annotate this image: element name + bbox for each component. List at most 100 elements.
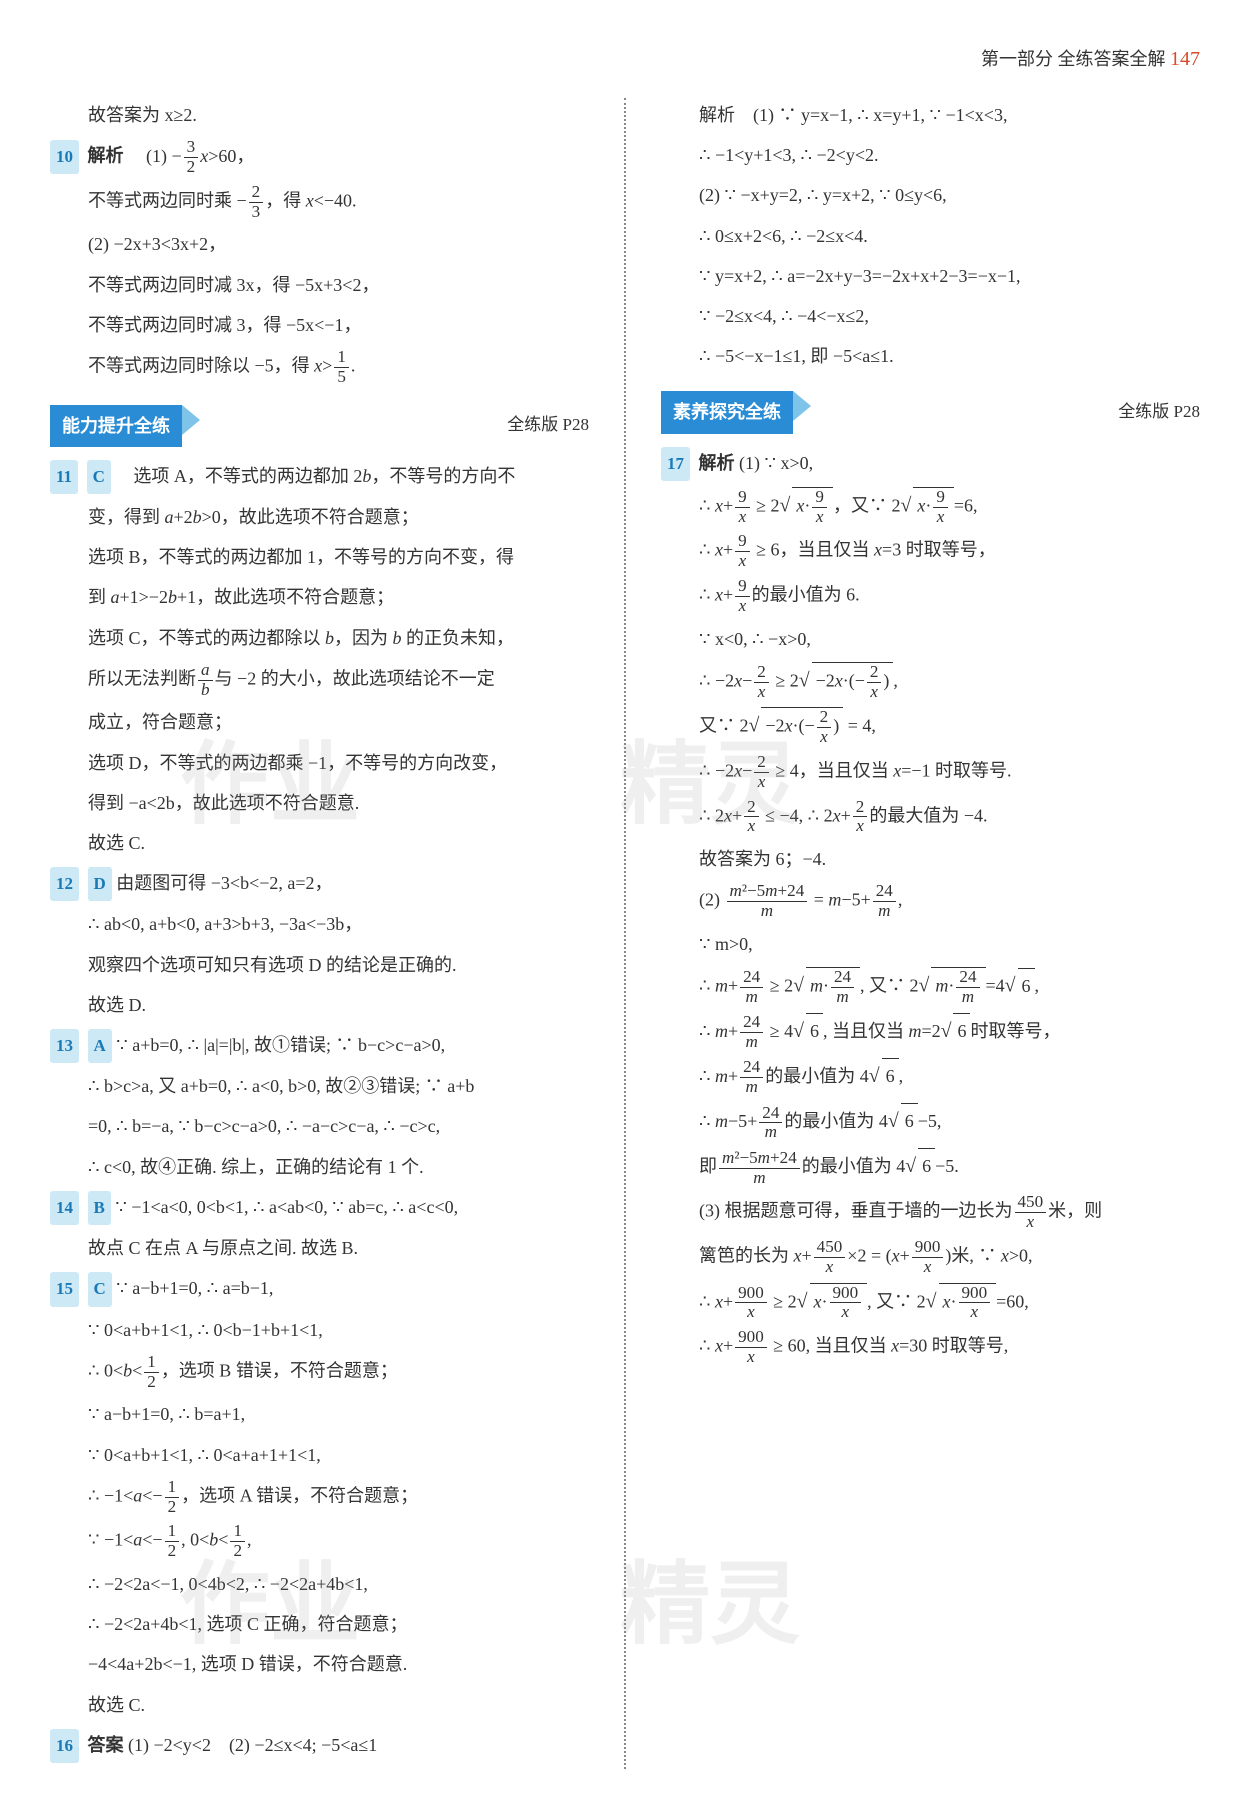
text-line: ∴ m+24m的最小值为 4√6, bbox=[661, 1058, 1200, 1097]
text-line: 解析 (1) ∵ y=x−1, ∴ x=y+1, ∵ −1<x<3, bbox=[661, 98, 1200, 132]
q10-head: 10 解析 (1) −32x>60， bbox=[50, 138, 589, 177]
text-line: 选项 C，不等式的两边都除以 b，因为 b 的正负未知， bbox=[50, 621, 589, 655]
question-number: 16 bbox=[50, 1729, 79, 1763]
question-number: 11 bbox=[50, 460, 78, 494]
q12-head: 12 D 由题图可得 −3<b<−2, a=2， bbox=[50, 866, 589, 901]
label-analysis: 解析 bbox=[88, 146, 124, 166]
text-line: 到 a+1>−2b+1，故此选项不符合题意； bbox=[50, 580, 589, 614]
text-line: ∴ x+9x ≥ 2√x·9x，又∵ 2√x·9x=6, bbox=[661, 487, 1200, 527]
text-line: (3) 根据题意可得，垂直于墙的一边长为450x米，则 bbox=[661, 1193, 1200, 1232]
text-line: ∵ x<0, ∴ −x>0, bbox=[661, 622, 1200, 656]
right-column: 解析 (1) ∵ y=x−1, ∴ x=y+1, ∵ −1<x<3, ∴ −1<… bbox=[661, 98, 1200, 1769]
text-line: 不等式两边同时除以 −5，得 x>15. bbox=[50, 348, 589, 387]
text-line: ∴ −2x−2x ≥ 2√−2x·(−2x), bbox=[661, 662, 1200, 702]
text-line: (1) −32x>60， bbox=[128, 146, 254, 166]
text-line: ∴ x+900x ≥ 2√x·900x, 又∵ 2√x·900x=60, bbox=[661, 1283, 1200, 1323]
text-line: (2) −2x+3<3x+2， bbox=[50, 227, 589, 261]
text-line: 选项 D，不等式的两边都乘 −1，不等号的方向改变， bbox=[50, 746, 589, 780]
text-line: 故答案为 x≥2. bbox=[50, 98, 589, 132]
text-line: 故答案为 6；−4. bbox=[661, 842, 1200, 876]
answer-badge: C bbox=[88, 1272, 112, 1306]
text-line: ∴ m−5+24m的最小值为 4√6−5, bbox=[661, 1103, 1200, 1142]
answer-badge: C bbox=[87, 460, 111, 494]
text-line: (1) −2<y<2 (2) −2≤x<4; −5<a≤1 bbox=[128, 1735, 377, 1755]
answer-badge: A bbox=[88, 1029, 112, 1063]
text-line: ∵ −2≤x<4, ∴ −4<−x≤2, bbox=[661, 299, 1200, 333]
text-line: 即m²−5m+24m的最小值为 4√6−5. bbox=[661, 1148, 1200, 1187]
section-ability: 能力提升全练 全练版 P28 bbox=[50, 405, 589, 447]
section-label: 能力提升全练 bbox=[50, 405, 182, 447]
text-line: 变，得到 a+2b>0，故此选项不符合题意； bbox=[50, 500, 589, 534]
text-line: ∵ a−b+1=0, ∴ b=a+1, bbox=[50, 1397, 589, 1431]
text-line: 成立，符合题意； bbox=[50, 705, 589, 739]
text-line: ∴ 0<b<12，选项 B 错误，不符合题意； bbox=[50, 1353, 589, 1392]
text-line: 选项 B，不等式的两边都加 1，不等号的方向不变，得 bbox=[50, 540, 589, 574]
question-number: 17 bbox=[661, 447, 690, 481]
text-line: ∴ m+24m ≥ 4√6, 当且仅当 m=2√6时取等号， bbox=[661, 1013, 1200, 1052]
text-line: 不等式两边同时乘 −23，得 x<−40. bbox=[50, 183, 589, 222]
text-line: ∴ −1<a<−12，选项 A 错误，不符合题意； bbox=[50, 1478, 589, 1517]
text-line: 由题图可得 −3<b<−2, a=2， bbox=[116, 873, 332, 893]
text-line: 故选 C. bbox=[50, 826, 589, 860]
answer-badge: D bbox=[88, 867, 112, 901]
text-line: ∴ −2<2a<−1, 0<4b<2, ∴ −2<2a+4b<1, bbox=[50, 1567, 589, 1601]
section-ref: 全练版 P28 bbox=[1118, 396, 1200, 428]
q11-head: 11 C 选项 A，不等式的两边都加 2b，不等号的方向不 bbox=[50, 459, 589, 494]
text-line: ∴ b>c>a, 又 a+b=0, ∴ a<0, b>0, 故②③错误; ∵ a… bbox=[50, 1069, 589, 1103]
label-analysis: 解析 bbox=[699, 453, 735, 473]
question-number: 10 bbox=[50, 140, 79, 174]
text-line: (1) ∵ x>0, bbox=[739, 453, 813, 473]
text-line: 故点 C 在点 A 与原点之间. 故选 B. bbox=[50, 1231, 589, 1265]
text-line: 篱笆的长为 x+450x×2 = (x+900x)米, ∵ x>0, bbox=[661, 1238, 1200, 1277]
text-line: =0, ∴ b=−a, ∵ b−c>c−a>0, ∴ −a−c>c−a, ∴ −… bbox=[50, 1109, 589, 1143]
column-divider bbox=[624, 98, 626, 1769]
text-line: ∴ 0≤x+2<6, ∴ −2≤x<4. bbox=[661, 219, 1200, 253]
section-label: 素养探究全练 bbox=[661, 391, 793, 433]
text-line: ∵ m>0, bbox=[661, 927, 1200, 961]
question-number: 15 bbox=[50, 1272, 79, 1306]
text-line: ∵ −1<a<0, 0<b<1, ∴ a<ab<0, ∵ ab=c, ∴ a<c… bbox=[115, 1197, 458, 1217]
q13-head: 13 A ∵ a+b=0, ∴ |a|=|b|, 故①错误; ∵ b−c>c−a… bbox=[50, 1028, 589, 1063]
text-line: (2) m²−5m+24m = m−5+24m, bbox=[661, 882, 1200, 921]
text-line: ∴ c<0, 故④正确. 综上，正确的结论有 1 个. bbox=[50, 1150, 589, 1184]
text-line: 选项 A，不等式的两边都加 2b，不等号的方向不 bbox=[115, 466, 515, 486]
question-number: 12 bbox=[50, 867, 79, 901]
page-number: 147 bbox=[1170, 48, 1200, 70]
q16-head: 16 答案 (1) −2<y<2 (2) −2≤x<4; −5<a≤1 bbox=[50, 1728, 589, 1763]
text-line: ∴ −2<2a+4b<1, 选项 C 正确，符合题意； bbox=[50, 1607, 589, 1641]
q17-head: 17 解析 (1) ∵ x>0, bbox=[661, 446, 1200, 481]
text-line: ∴ −5<−x−1≤1, 即 −5<a≤1. bbox=[661, 339, 1200, 373]
q15-head: 15 C ∵ a−b+1=0, ∴ a=b−1, bbox=[50, 1271, 589, 1306]
text-line: −4<4a+2b<−1, 选项 D 错误，不符合题意. bbox=[50, 1647, 589, 1681]
text-line: 不等式两边同时减 3，得 −5x<−1， bbox=[50, 308, 589, 342]
text-line: 不等式两边同时减 3x，得 −5x+3<2， bbox=[50, 268, 589, 302]
text-line: 得到 −a<2b，故此选项不符合题意. bbox=[50, 786, 589, 820]
text-line: ∴ x+9x ≥ 6，当且仅当 x=3 时取等号， bbox=[661, 532, 1200, 571]
text-line: ∵ y=x+2, ∴ a=−2x+y−3=−2x+x+2−3=−x−1, bbox=[661, 259, 1200, 293]
text-line: ∵ a−b+1=0, ∴ a=b−1, bbox=[116, 1278, 273, 1298]
text-line: ∵ a+b=0, ∴ |a|=|b|, 故①错误; ∵ b−c>c−a>0, bbox=[116, 1035, 445, 1055]
q14-head: 14 B ∵ −1<a<0, 0<b<1, ∴ a<ab<0, ∵ ab=c, … bbox=[50, 1190, 589, 1225]
text-line: 又∵ 2√−2x·(−2x) = 4, bbox=[661, 707, 1200, 747]
text-line: ∴ −2x−2x ≥ 4，当且仅当 x=−1 时取等号. bbox=[661, 753, 1200, 792]
page-header: 第一部分 全练答案全解 147 bbox=[50, 40, 1200, 78]
text-line: 故选 C. bbox=[50, 1688, 589, 1722]
section-explore: 素养探究全练 全练版 P28 bbox=[661, 391, 1200, 433]
text-line: 故选 D. bbox=[50, 988, 589, 1022]
text-line: ∵ 0<a+b+1<1, ∴ 0<a+a+1+1<1, bbox=[50, 1438, 589, 1472]
answer-badge: B bbox=[88, 1191, 111, 1225]
text-line: ∴ x+9x的最小值为 6. bbox=[661, 577, 1200, 616]
text-line: (2) ∵ −x+y=2, ∴ y=x+2, ∵ 0≤y<6, bbox=[661, 178, 1200, 212]
text-line: ∵ 0<a+b+1<1, ∴ 0<b−1+b+1<1, bbox=[50, 1313, 589, 1347]
question-number: 13 bbox=[50, 1029, 79, 1063]
label-answer: 答案 bbox=[88, 1735, 124, 1755]
header-part: 第一部分 bbox=[981, 49, 1053, 69]
text-line: 观察四个选项可知只有选项 D 的结论是正确的. bbox=[50, 948, 589, 982]
text-line: ∴ −1<y+1<3, ∴ −2<y<2. bbox=[661, 138, 1200, 172]
text-line: 所以无法判断ab与 −2 的大小，故此选项结论不一定 bbox=[50, 661, 589, 700]
text-line: ∵ −1<a<−12, 0<b<12, bbox=[50, 1522, 589, 1561]
text-line: ∴ ab<0, a+b<0, a+3>b+3, −3a<−3b， bbox=[50, 907, 589, 941]
question-number: 14 bbox=[50, 1191, 79, 1225]
header-title: 全练答案全解 bbox=[1058, 49, 1166, 69]
text-line: ∴ m+24m ≥ 2√m·24m, 又∵ 2√m·24m=4√6, bbox=[661, 967, 1200, 1007]
